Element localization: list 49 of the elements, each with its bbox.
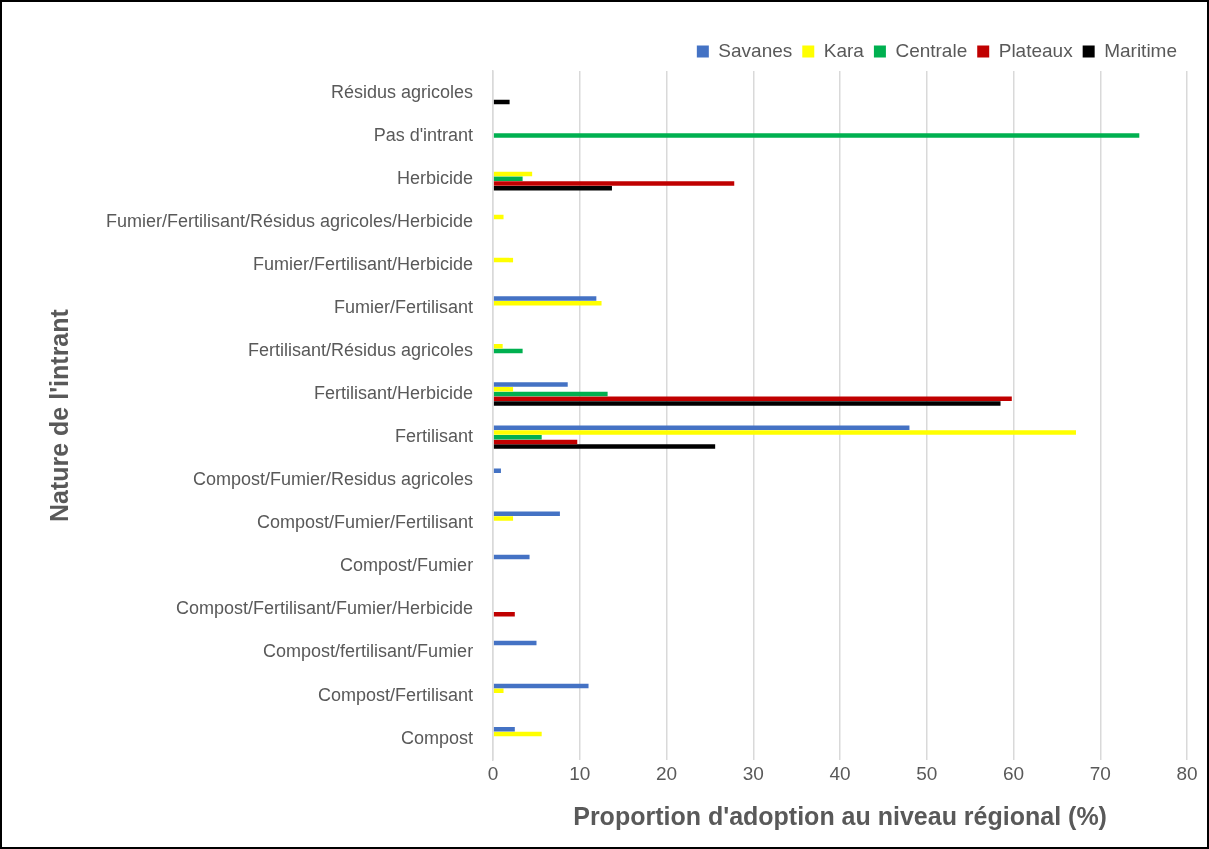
legend-label: Centrale [895, 39, 968, 61]
y-tick-label: Herbicide [397, 167, 474, 188]
bar [493, 425, 910, 430]
legend-label: Kara [823, 39, 865, 61]
y-tick-label: Fertilisant [395, 426, 474, 447]
x-tick-label: 40 [829, 762, 851, 784]
y-tick-label: Compost/fertilisant/Fumier [263, 641, 474, 662]
y-tick-label: Compost [401, 727, 474, 748]
bar [493, 444, 716, 449]
y-tick-label: Compost/Fertilisant [318, 684, 474, 705]
legend-label: Maritime [1104, 39, 1178, 61]
y-tick-label: Fertilisant/Résidus agricoles [248, 339, 474, 360]
x-tick-label: 0 [487, 762, 499, 784]
y-axis-title: Nature de l'intrant [44, 308, 73, 523]
bar [493, 344, 503, 349]
x-tick-label: 50 [916, 762, 938, 784]
bar [493, 176, 523, 181]
x-axis-title: Proportion d'adoption au niveau régional (%) [573, 801, 1107, 830]
x-tick-label: 60 [1002, 762, 1025, 784]
bar [493, 430, 1076, 435]
x-tick-label: 20 [656, 762, 678, 784]
bar [493, 382, 568, 387]
y-tick-label: Compost/Fumier/Residus agricoles [193, 469, 474, 490]
y-tick-label: Résidus agricoles [331, 81, 474, 102]
bar [493, 296, 597, 301]
bar [493, 348, 523, 354]
bar [493, 99, 510, 105]
bar [493, 133, 1140, 138]
bar [493, 387, 514, 392]
x-tick-label: 10 [569, 762, 591, 784]
y-tick-label: Compost/Fumier/Fertilisant [257, 512, 474, 533]
y-tick-label: Compost/Fertilisant/Fumier/Herbicide [176, 598, 474, 619]
bar [493, 214, 504, 220]
y-tick-label: Fumier/Fertilisant [334, 296, 474, 317]
legend-label: Savanes [718, 39, 793, 61]
y-tick-label: Fumier/Fertilisant/Herbicide [253, 253, 474, 274]
x-tick-label: 80 [1176, 762, 1198, 784]
y-tick-label: Fertilisant/Herbicide [314, 383, 474, 404]
bar [493, 181, 735, 186]
y-tick-label: Pas d'intrant [373, 124, 474, 145]
legend-label: Plateaux [998, 39, 1074, 61]
y-tick-label: Compost/Fumier [340, 555, 474, 576]
bar [493, 688, 504, 694]
bar [493, 468, 501, 473]
x-tick-label: 70 [1089, 762, 1111, 784]
y-tick-label: Fumier/Fertilisant/Résidus agricoles/Herbicide [105, 210, 474, 231]
bar [493, 401, 1001, 406]
x-tick-label: 30 [742, 762, 764, 784]
bar [493, 516, 514, 521]
